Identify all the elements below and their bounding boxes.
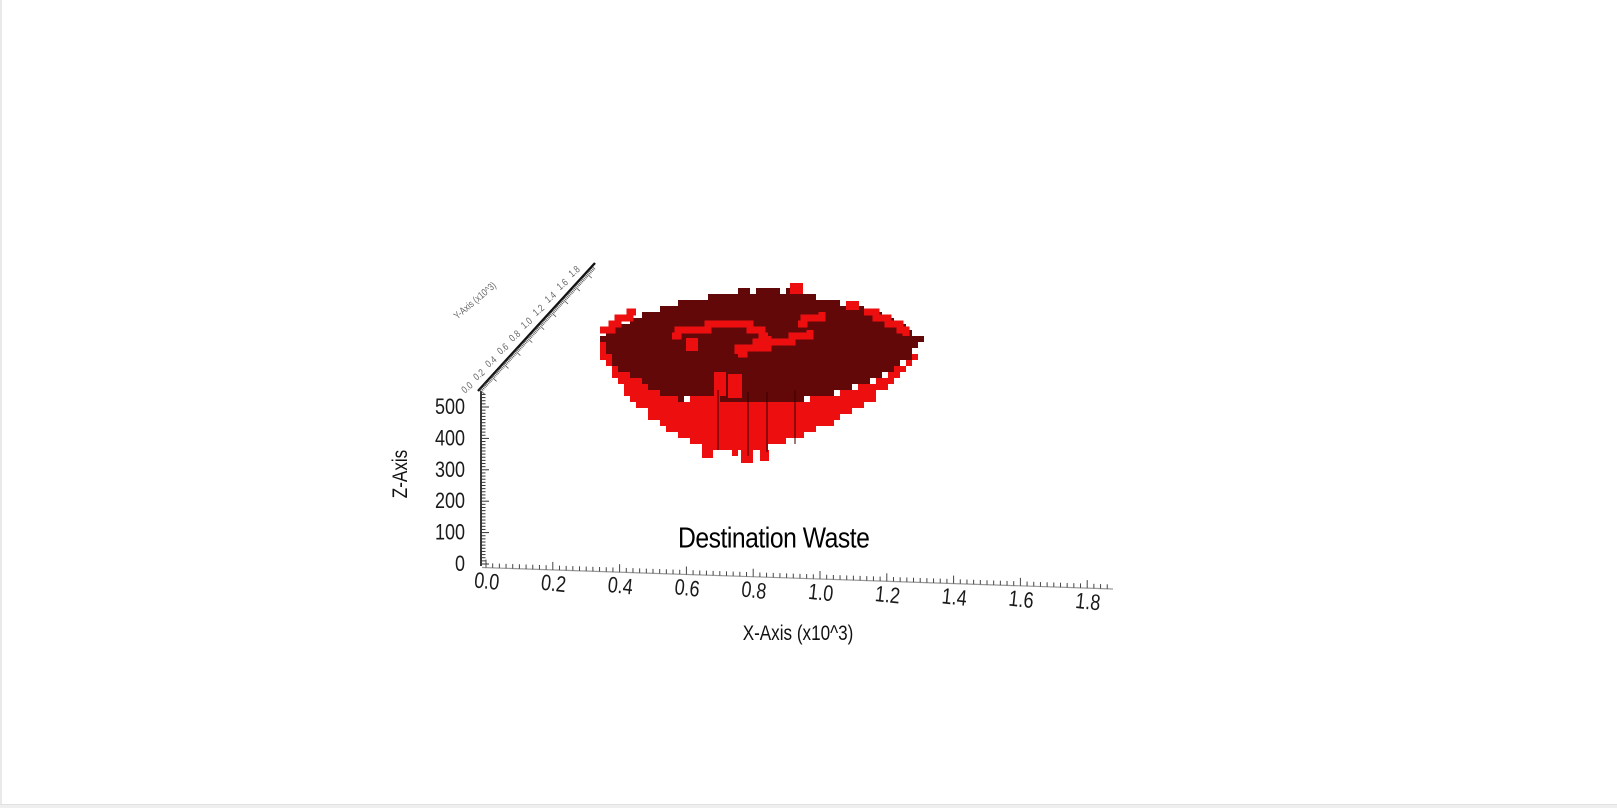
svg-text:0.2: 0.2 — [540, 571, 567, 598]
svg-text:0.6: 0.6 — [673, 576, 700, 603]
svg-text:1.2: 1.2 — [531, 302, 547, 318]
svg-text:1.4: 1.4 — [543, 289, 559, 305]
svg-text:Z-Axis: Z-Axis — [389, 450, 412, 498]
svg-text:100: 100 — [435, 521, 465, 545]
svg-text:1.8: 1.8 — [1074, 589, 1101, 616]
svg-text:400: 400 — [435, 427, 465, 451]
svg-text:1.0: 1.0 — [519, 315, 535, 331]
svg-text:X-Axis (x10^3): X-Axis (x10^3) — [743, 622, 854, 645]
z-axis: 0 100 200 300 400 500 Z-Axis — [389, 391, 489, 577]
destination-label: Destination Waste — [678, 521, 870, 554]
waste-solid — [600, 283, 924, 463]
svg-text:1.6: 1.6 — [1007, 587, 1034, 614]
svg-text:500: 500 — [435, 395, 465, 419]
solid-raised-voxel — [714, 372, 726, 396]
solid-bottom-voxel — [702, 444, 713, 458]
svg-text:0.4: 0.4 — [607, 573, 634, 600]
solid-side-wall — [600, 336, 924, 456]
window-border-bottom — [0, 804, 1617, 808]
solid-raised-voxel — [686, 338, 698, 351]
solid-bottom-voxel — [741, 450, 753, 463]
svg-text:1.4: 1.4 — [941, 585, 968, 612]
solid-raised-voxel — [790, 283, 803, 294]
svg-text:1.0: 1.0 — [807, 580, 834, 607]
svg-text:300: 300 — [435, 458, 465, 482]
window-border-left — [0, 0, 2, 808]
svg-text:0.8: 0.8 — [507, 328, 523, 344]
svg-text:1.8: 1.8 — [566, 264, 582, 280]
solid-ramp-streak — [864, 308, 910, 336]
solid-raised-voxel — [728, 374, 742, 398]
x-axis: 0.0 0.2 0.4 0.6 0.8 1.0 1.2 1.4 1.6 1.8 X-Axis (x1… — [473, 559, 1114, 646]
svg-text:0: 0 — [455, 552, 465, 576]
svg-text:200: 200 — [435, 489, 465, 513]
svg-text:0.0: 0.0 — [473, 569, 500, 596]
svg-text:1.6: 1.6 — [554, 277, 570, 293]
solid-ramp-streak — [600, 308, 636, 334]
svg-text:0.2: 0.2 — [471, 367, 487, 383]
solid-ramp-streak — [798, 312, 826, 328]
solid-raised-voxel — [846, 301, 859, 310]
solid-bottom-voxel — [760, 450, 769, 461]
solid-ramp-streak — [738, 330, 814, 358]
svg-text:0.4: 0.4 — [483, 354, 499, 370]
y-axis: 0.00.20.40.60.81.01.21.41.61.8 Y-Axis (x1… — [452, 262, 596, 396]
solid-ramp-streak — [672, 320, 768, 340]
svg-text:0.8: 0.8 — [740, 578, 767, 605]
svg-text:0.0: 0.0 — [459, 380, 475, 396]
svg-text:0.6: 0.6 — [495, 341, 511, 357]
svg-text:Y-Axis (x10^3): Y-Axis (x10^3) — [452, 280, 499, 322]
svg-text:1.2: 1.2 — [874, 582, 901, 609]
